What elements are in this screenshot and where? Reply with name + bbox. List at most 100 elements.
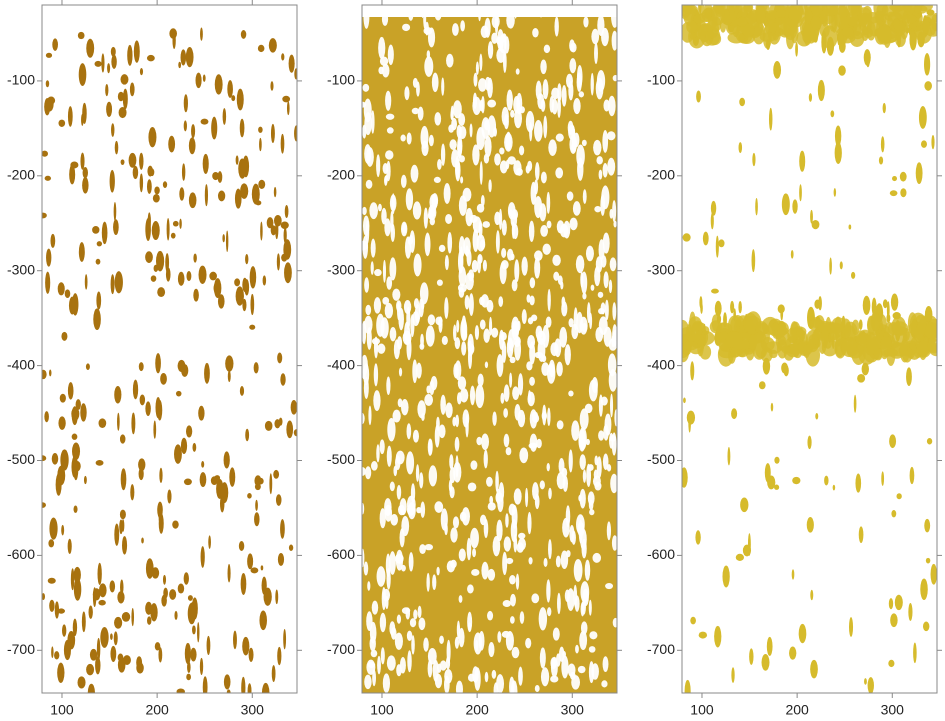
hole: [484, 671, 489, 683]
hole: [384, 302, 394, 319]
blob: [260, 221, 263, 241]
blob: [138, 458, 146, 472]
hole: [449, 139, 457, 150]
blob: [894, 594, 903, 611]
hole: [479, 53, 483, 72]
x-tick-label: 200: [145, 702, 169, 718]
hole: [382, 259, 387, 283]
hole: [365, 466, 372, 480]
blob: [752, 152, 756, 167]
hole: [423, 207, 428, 229]
hole: [511, 646, 520, 659]
blob: [853, 23, 862, 37]
blob: [172, 520, 179, 529]
blob: [284, 262, 292, 284]
blob: [275, 589, 279, 605]
blob: [280, 519, 285, 539]
blob: [231, 95, 236, 102]
hole: [441, 335, 448, 345]
hole: [513, 533, 518, 553]
hole: [500, 392, 505, 404]
hole: [588, 646, 596, 653]
hole: [389, 257, 397, 281]
blob: [227, 80, 233, 98]
hole: [434, 424, 440, 448]
hole: [610, 473, 617, 494]
hole: [462, 409, 470, 428]
hole: [488, 179, 492, 193]
blob: [718, 239, 725, 248]
blob: [258, 477, 264, 485]
blob: [873, 348, 883, 361]
blob: [818, 296, 822, 311]
blob: [833, 188, 837, 197]
blob: [148, 127, 157, 148]
hole: [457, 139, 462, 159]
x-tick-label: 300: [241, 702, 265, 718]
blob: [120, 468, 127, 491]
hole: [576, 514, 585, 535]
blob: [273, 469, 280, 479]
hole: [449, 5, 453, 11]
hole: [521, 309, 527, 325]
blob: [834, 6, 851, 30]
y-tick-label: -400: [327, 356, 355, 372]
hole: [496, 353, 504, 377]
hole: [455, 155, 460, 180]
hole: [579, 454, 586, 470]
hole: [478, 220, 483, 239]
blob: [113, 219, 119, 236]
hole: [409, 230, 416, 254]
hole: [444, 297, 449, 319]
blob: [95, 460, 104, 466]
hole: [483, 153, 490, 164]
hole: [594, 205, 602, 213]
blob: [78, 63, 87, 87]
blob: [891, 510, 897, 518]
blob: [880, 136, 885, 153]
hole: [543, 115, 548, 139]
hole: [530, 314, 538, 322]
hole: [597, 291, 604, 298]
blob: [77, 31, 85, 40]
blob: [282, 95, 291, 103]
blob: [864, 678, 867, 685]
hole: [555, 133, 564, 142]
blob: [49, 517, 58, 540]
hole: [611, 535, 617, 551]
blob: [294, 68, 297, 80]
hole: [572, 201, 581, 216]
hole: [411, 635, 415, 655]
hole: [487, 502, 496, 511]
blob: [145, 401, 151, 416]
hole: [509, 356, 516, 364]
blob: [914, 5, 928, 14]
blob: [42, 212, 47, 219]
hole: [499, 160, 508, 174]
hole: [582, 292, 587, 300]
blob: [89, 648, 98, 661]
hole: [553, 271, 560, 281]
hole: [467, 340, 472, 347]
blob: [166, 217, 170, 241]
hole: [428, 465, 438, 487]
blob: [738, 300, 742, 314]
blob: [44, 175, 52, 181]
blob: [858, 526, 864, 544]
hole: [479, 239, 486, 250]
blob: [731, 667, 735, 683]
hole: [471, 569, 480, 576]
blob: [42, 502, 46, 508]
blob: [107, 63, 111, 74]
blob: [774, 456, 780, 464]
blob: [95, 258, 101, 265]
blob: [138, 362, 144, 372]
blob: [844, 321, 858, 343]
blob: [83, 475, 87, 485]
hole: [385, 595, 389, 610]
hole: [433, 176, 441, 183]
y-tick-label: -400: [7, 356, 35, 372]
hole: [386, 376, 391, 396]
hole: [482, 259, 487, 272]
hole: [402, 330, 412, 345]
